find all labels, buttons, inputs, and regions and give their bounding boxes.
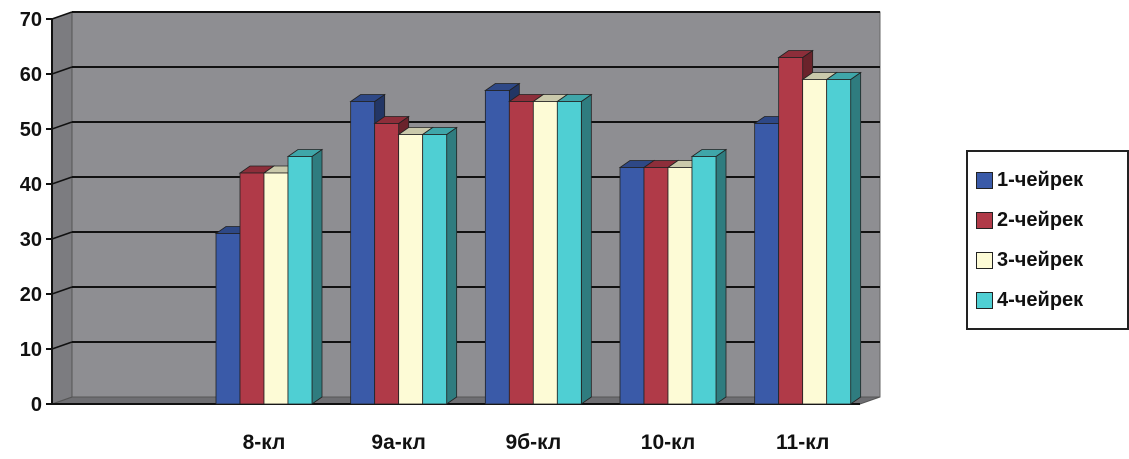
- bar-2-1: [239, 172, 265, 405]
- legend-swatch-1: [976, 171, 993, 189]
- gridline-side: [51, 231, 73, 240]
- y-tick-label: 20: [20, 284, 42, 306]
- legend-swatch-2: [976, 211, 993, 229]
- bar-3-2: [398, 134, 424, 405]
- y-tick-label: 30: [20, 229, 42, 251]
- legend-label-3: 3-чейрек: [997, 248, 1084, 271]
- x-tick-label: 9б-кл: [505, 431, 561, 454]
- bar-4-5: [826, 79, 852, 405]
- bar-1-3: [484, 90, 510, 405]
- bar-4-2: [422, 134, 448, 405]
- gridline-side: [51, 66, 73, 75]
- x-tick-label: 10-кл: [641, 431, 695, 454]
- y-tick-label: 10: [20, 339, 42, 361]
- bar-3-4: [667, 167, 693, 405]
- bar-4-4: [691, 156, 717, 405]
- y-tick-label: 60: [20, 64, 42, 86]
- legend-label-1: 1-чейрек: [997, 168, 1084, 191]
- bar-side: [446, 126, 458, 405]
- bar-side: [850, 71, 862, 405]
- bar-4-1: [287, 156, 313, 405]
- bar-2-2: [374, 123, 400, 405]
- bar-3-3: [532, 101, 558, 405]
- gridline-side: [51, 121, 73, 130]
- bar-3-5: [802, 79, 828, 405]
- axis-labels: 0 10 20 30 40 50 60 70 8-кл 9а-кл 9б-кл 10-кл 11-кл: [20, 9, 830, 454]
- legend-item-1: 1-чейрек: [976, 160, 1127, 200]
- x-tick-label: 9а-кл: [371, 431, 425, 454]
- legend-item-4: 4-чейрек: [976, 280, 1127, 320]
- legend-item-3: 3-чейрек: [976, 240, 1127, 280]
- gridline-side: [51, 286, 73, 295]
- x-tick-label: 11-кл: [776, 431, 829, 454]
- legend-swatch-4: [976, 291, 993, 309]
- legend: 1-чейрек 2-чейрек 3-чейрек 4-чейрек: [966, 150, 1129, 330]
- legend-label-4: 4-чейрек: [997, 288, 1084, 311]
- y-tick-label: 0: [31, 394, 42, 416]
- bar-side: [715, 148, 727, 405]
- y-tick-label: 50: [20, 119, 42, 141]
- legend-label-2: 2-чейрек: [997, 208, 1084, 231]
- bar-1-4: [619, 167, 645, 405]
- bar-side: [311, 148, 323, 405]
- gridline-side: [51, 176, 73, 185]
- y-tick-label: 70: [20, 9, 42, 31]
- x-tick-label: 8-кл: [243, 431, 286, 454]
- bar-2-3: [508, 101, 534, 405]
- bar-1-1: [215, 233, 241, 405]
- legend-swatch-3: [976, 251, 993, 269]
- gridline-side: [51, 11, 73, 20]
- bar-side: [580, 93, 592, 405]
- bar-2-5: [778, 57, 804, 405]
- bar-1-2: [350, 101, 376, 405]
- gridline-side: [51, 341, 73, 350]
- y-tick-label: 40: [20, 174, 42, 196]
- bars: [214, 49, 862, 405]
- bar-3-1: [263, 172, 289, 405]
- legend-item-2: 2-чейрек: [976, 200, 1127, 240]
- bar-1-5: [754, 123, 780, 405]
- bar-4-3: [556, 101, 582, 405]
- bar-2-4: [643, 167, 669, 405]
